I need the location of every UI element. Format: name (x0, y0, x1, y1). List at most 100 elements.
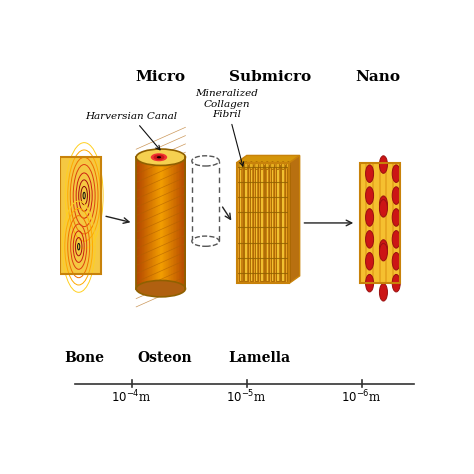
Bar (150, 157, 151, 289)
Text: $10^{-6}$m: $10^{-6}$m (341, 389, 382, 406)
Bar (394, 163, 399, 283)
Ellipse shape (249, 162, 253, 170)
Bar (166, 157, 167, 289)
Bar (183, 157, 185, 289)
Ellipse shape (281, 162, 285, 170)
Ellipse shape (379, 156, 387, 173)
Bar (374, 163, 379, 283)
Bar (179, 157, 181, 289)
Bar (179, 157, 180, 289)
Bar (266, 164, 268, 282)
Bar (137, 157, 138, 289)
Bar (155, 157, 156, 289)
Bar (184, 157, 185, 289)
Ellipse shape (365, 187, 374, 204)
Text: $10^{-4}$m: $10^{-4}$m (111, 389, 152, 406)
Bar (163, 157, 164, 289)
Bar (158, 157, 160, 289)
Bar (361, 163, 365, 283)
Bar (185, 157, 186, 289)
Bar (173, 157, 174, 289)
Bar (148, 157, 149, 289)
Bar (160, 157, 161, 289)
Bar (255, 164, 258, 282)
Bar (251, 164, 252, 282)
Bar (283, 164, 284, 282)
Bar (140, 157, 141, 289)
Bar (168, 157, 169, 289)
Bar (272, 164, 273, 282)
Bar (140, 157, 142, 289)
Bar (138, 157, 140, 289)
Bar (60, 157, 101, 274)
Bar (154, 157, 155, 289)
Text: Osteon: Osteon (137, 351, 192, 365)
Ellipse shape (244, 162, 248, 170)
Bar (174, 157, 175, 289)
Ellipse shape (265, 162, 269, 170)
Ellipse shape (392, 231, 400, 248)
Bar (148, 157, 150, 289)
Bar (281, 164, 285, 282)
Bar (137, 157, 138, 289)
Bar (175, 157, 177, 289)
Ellipse shape (392, 187, 400, 204)
Ellipse shape (239, 162, 243, 170)
Bar (145, 157, 146, 289)
Ellipse shape (392, 274, 400, 292)
Bar (387, 163, 392, 283)
Bar (136, 157, 137, 289)
Bar (287, 164, 290, 282)
Bar (246, 164, 247, 282)
Bar (182, 157, 183, 289)
Bar (162, 157, 163, 289)
Bar (164, 157, 165, 289)
Text: Nano: Nano (356, 70, 401, 83)
Bar (177, 157, 179, 289)
Bar (177, 157, 178, 289)
Bar (166, 157, 167, 289)
Bar (144, 157, 145, 289)
Ellipse shape (136, 149, 185, 165)
Bar (169, 157, 170, 289)
Bar (142, 157, 143, 289)
Ellipse shape (136, 281, 185, 297)
Ellipse shape (365, 253, 374, 270)
Ellipse shape (287, 162, 290, 170)
Ellipse shape (157, 156, 161, 158)
Polygon shape (290, 155, 300, 283)
Bar (181, 157, 182, 289)
Bar (256, 164, 257, 282)
Bar (276, 164, 280, 282)
Ellipse shape (392, 253, 400, 270)
Polygon shape (237, 155, 300, 163)
Ellipse shape (365, 231, 374, 248)
Text: Submicro: Submicro (229, 70, 311, 83)
Ellipse shape (392, 209, 400, 226)
Ellipse shape (192, 156, 219, 166)
Text: $10^{-5}$m: $10^{-5}$m (227, 389, 267, 406)
Bar (381, 163, 385, 283)
Ellipse shape (365, 165, 374, 182)
Bar (237, 163, 290, 283)
Ellipse shape (151, 153, 167, 161)
Bar (151, 157, 152, 289)
Bar (169, 157, 171, 289)
Bar (171, 157, 172, 289)
Bar (265, 164, 269, 282)
Bar (162, 157, 163, 289)
Bar (237, 163, 290, 283)
Bar (141, 157, 142, 289)
Bar (159, 157, 160, 289)
Bar (161, 157, 162, 289)
Bar (180, 157, 181, 289)
Bar (163, 157, 164, 289)
Bar (360, 163, 400, 283)
Bar (244, 164, 248, 282)
Bar (167, 157, 168, 289)
Ellipse shape (379, 283, 387, 301)
Bar (146, 157, 147, 289)
Bar (171, 157, 173, 289)
Text: Lamella: Lamella (228, 351, 291, 365)
Ellipse shape (379, 240, 387, 257)
